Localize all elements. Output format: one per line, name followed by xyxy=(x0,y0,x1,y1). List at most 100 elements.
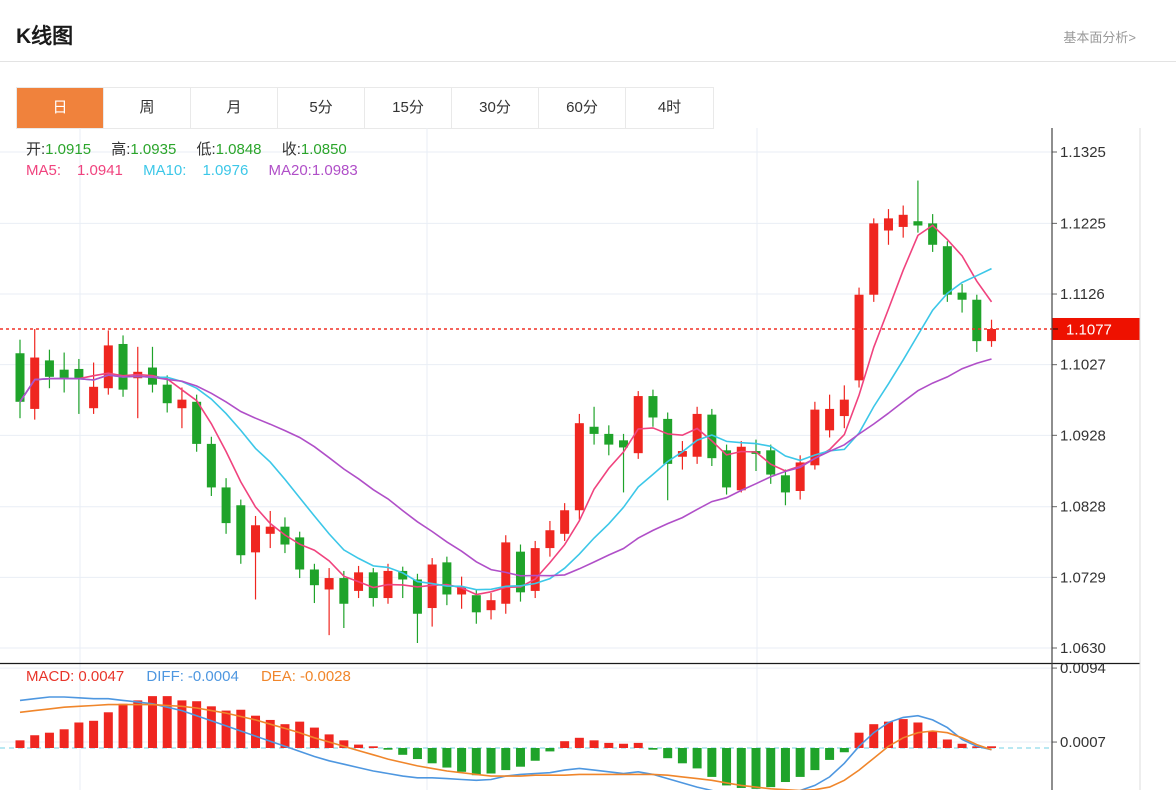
macd-bar xyxy=(412,748,422,760)
macd-tick-label: 0.0007 xyxy=(1060,734,1106,751)
macd-bar xyxy=(147,696,157,748)
candle-body xyxy=(560,510,570,534)
macd-bar xyxy=(280,724,290,748)
macd-bar xyxy=(957,743,967,748)
candle-body xyxy=(368,572,378,599)
macd-bar xyxy=(707,748,717,777)
macd-bar xyxy=(354,744,364,748)
macd-bar xyxy=(89,720,99,748)
price-tick-label: 1.0729 xyxy=(1060,569,1106,586)
tab-week[interactable]: 周 xyxy=(104,88,191,128)
candle-body xyxy=(89,386,99,409)
macd-bar xyxy=(810,748,820,771)
macd-bar xyxy=(795,748,805,777)
candle-body xyxy=(457,587,467,595)
macd-bar xyxy=(74,722,84,748)
ma-lines-layer xyxy=(19,224,993,596)
macd-bar xyxy=(162,696,172,748)
page-title: K线图 xyxy=(16,25,74,48)
candle-body xyxy=(177,399,187,409)
price-tick-label: 1.1027 xyxy=(1060,357,1106,374)
macd-bar xyxy=(869,724,879,748)
fundamental-analysis-link[interactable]: 基本面分析> xyxy=(1063,30,1136,45)
macd-bar xyxy=(736,748,746,788)
macd-bar xyxy=(427,748,437,764)
macd-bar xyxy=(486,748,496,774)
candle-body xyxy=(810,409,820,466)
tab-month[interactable]: 月 xyxy=(191,88,278,128)
candle-body xyxy=(103,345,113,389)
macd-bar xyxy=(663,748,673,759)
ma20-line xyxy=(19,358,992,577)
candle-body xyxy=(633,396,643,454)
candle-body xyxy=(265,526,275,534)
candles-layer xyxy=(15,180,997,644)
candle-body xyxy=(59,369,69,379)
macd-bar xyxy=(177,700,187,748)
candle-body xyxy=(677,451,687,457)
tab-5min[interactable]: 5分 xyxy=(278,88,365,128)
candle-body xyxy=(398,570,408,580)
candle-body xyxy=(883,218,893,231)
kline-chart[interactable]: 1.1325 1.1225 1.1126 1.1027 1.0928 1.0828 1.07… xyxy=(0,128,1176,790)
macd-bar xyxy=(942,739,952,748)
candle-body xyxy=(118,343,128,390)
candle-body xyxy=(74,368,84,379)
macd-bar xyxy=(368,746,378,748)
macd-bar xyxy=(633,742,643,748)
candle-body xyxy=(854,294,864,381)
macd-bar xyxy=(766,748,776,788)
macd-bar xyxy=(339,740,349,748)
candle-body xyxy=(486,600,496,611)
grid-layer xyxy=(0,128,1052,790)
candle-body xyxy=(236,505,246,556)
axis-layer: 1.1325 1.1225 1.1126 1.1027 1.0928 1.0828 1.07… xyxy=(0,128,1141,790)
macd-bar xyxy=(398,748,408,755)
macd-bar xyxy=(604,742,614,748)
macd-bar xyxy=(501,748,511,771)
tab-4hour[interactable]: 4时 xyxy=(626,88,713,128)
dea-line xyxy=(19,703,992,790)
current-price-label: 1.1077 xyxy=(1066,321,1112,338)
price-tick-label: 1.1325 xyxy=(1060,144,1106,161)
candle-body xyxy=(707,414,717,459)
chart-area: 1.1325 1.1225 1.1126 1.1027 1.0928 1.0828 1.07… xyxy=(0,128,1176,790)
macd-bar xyxy=(15,740,25,748)
candle-body xyxy=(913,221,923,226)
tab-day[interactable]: 日 xyxy=(17,88,104,128)
price-tick-label: 1.1126 xyxy=(1060,286,1105,303)
ma5-line xyxy=(19,224,993,596)
candle-body xyxy=(530,548,540,591)
price-tick-label: 1.1225 xyxy=(1060,215,1106,232)
macd-bar xyxy=(825,748,835,760)
macd-bar xyxy=(118,703,128,748)
macd-bar xyxy=(677,748,687,764)
candle-body xyxy=(515,551,525,593)
macd-layer xyxy=(0,696,1052,790)
macd-bar xyxy=(192,701,202,748)
tab-30min[interactable]: 30分 xyxy=(452,88,539,128)
interval-tab-bar: 日 周 月 5分 15分 30分 60分 4时 xyxy=(16,87,714,129)
candle-body xyxy=(192,401,202,444)
candle-body xyxy=(648,396,658,418)
macd-tick-label: 0.0094 xyxy=(1060,660,1106,677)
candle-body xyxy=(412,579,422,614)
price-tick-label: 1.0630 xyxy=(1060,640,1106,657)
candle-body xyxy=(15,353,25,402)
macd-bar xyxy=(619,743,629,748)
candle-body xyxy=(295,537,305,570)
macd-bar xyxy=(545,748,555,752)
candle-body xyxy=(972,299,982,342)
tab-15min[interactable]: 15分 xyxy=(365,88,452,128)
macd-bar xyxy=(560,741,570,748)
candle-body xyxy=(442,562,452,595)
macd-bar xyxy=(383,748,393,750)
candle-body xyxy=(471,595,481,613)
tab-60min[interactable]: 60分 xyxy=(539,88,626,128)
candle-body xyxy=(339,578,349,604)
macd-bar xyxy=(751,748,761,789)
candle-body xyxy=(427,564,437,609)
candle-body xyxy=(604,433,614,445)
macd-bar xyxy=(265,719,275,748)
